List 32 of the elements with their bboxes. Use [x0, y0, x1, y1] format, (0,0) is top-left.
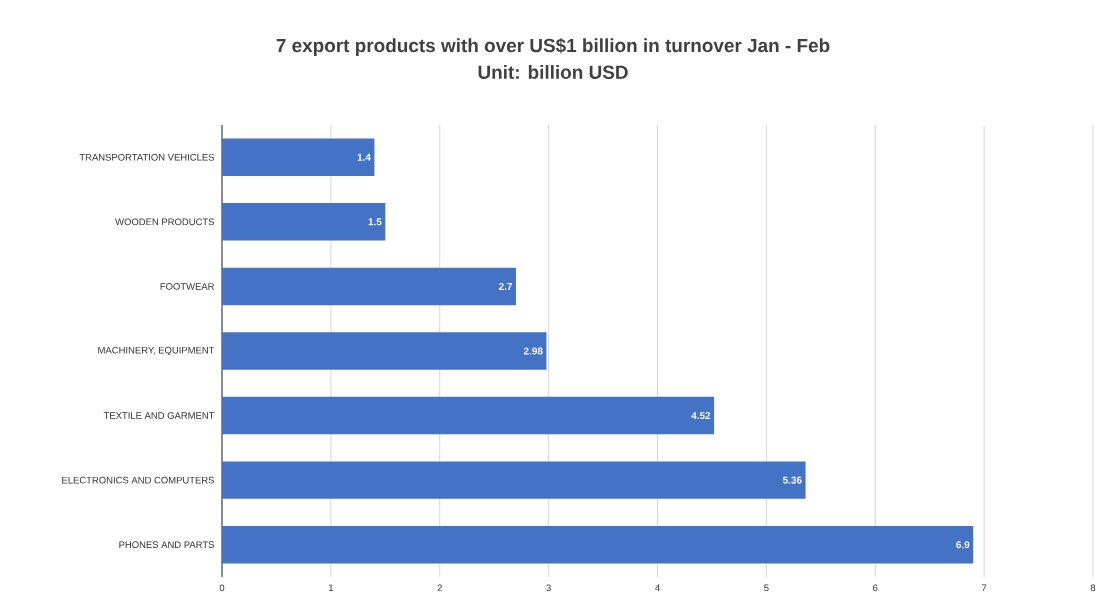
data-label: 1.5: [368, 218, 382, 226]
x-tick-label: 4: [655, 584, 660, 592]
data-label: 1.4: [357, 153, 371, 161]
bar: [222, 461, 806, 499]
x-tick-label: 2: [437, 584, 442, 592]
chart-subtitle: Unit: billion USD: [478, 65, 628, 79]
data-label: 2.7: [498, 282, 513, 290]
y-tick-label: TEXTILE AND GARMENT: [103, 412, 215, 419]
bar: [222, 203, 386, 241]
x-tick-label: 7: [981, 584, 987, 592]
bar: [222, 332, 547, 370]
bar: [222, 138, 375, 176]
data-label: 2.98: [523, 347, 543, 355]
x-tick-label: 0: [219, 584, 225, 592]
x-tick-label: 8: [1090, 584, 1096, 592]
y-tick-label: TRANSPORTATION VEHICLES: [79, 153, 215, 161]
x-tick-label: 3: [546, 584, 551, 592]
bar: [222, 396, 715, 435]
data-label: 5.36: [782, 476, 802, 484]
data-label: 4.52: [691, 412, 711, 420]
chart-title: 7 export products with over US$1 billion in turnover Jan - Feb: [276, 38, 830, 56]
data-label: 6.9: [956, 541, 970, 549]
bar: [222, 525, 974, 564]
x-tick-label: 5: [764, 584, 769, 592]
y-tick-label: FOOTWEAR: [160, 283, 215, 290]
y-tick-label: WOODEN PRODUCTS: [115, 218, 215, 226]
x-tick-label: 1: [328, 584, 334, 592]
y-tick-label: MACHINERY, EQUIPMENT: [98, 346, 215, 356]
x-tick-label: 6: [873, 584, 878, 592]
bar: [222, 267, 516, 306]
y-tick-label: PHONES AND PARTS: [119, 541, 215, 549]
y-tick-label: ELECTRONICS AND COMPUTERS: [62, 476, 215, 484]
